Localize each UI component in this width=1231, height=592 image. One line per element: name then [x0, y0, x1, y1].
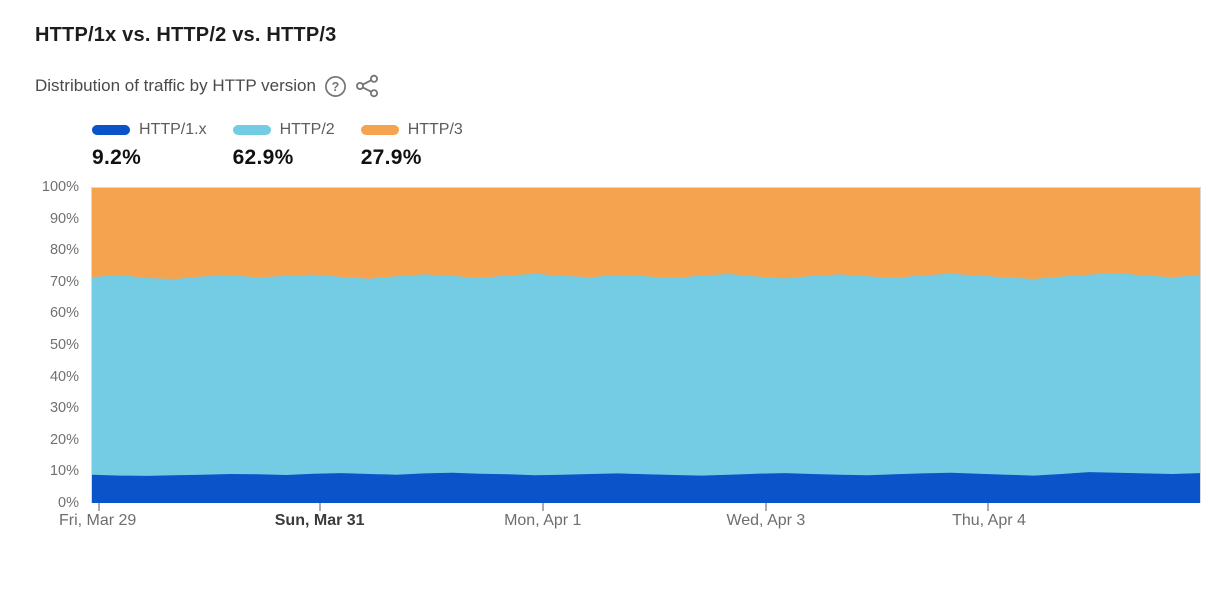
legend-value: 27.9%	[360, 146, 422, 169]
help-icon[interactable]: ?	[324, 75, 347, 98]
chart-area: 100% 90% 80% 70% 60% 50% 40% 30% 20% 10% 0%	[35, 179, 1201, 511]
y-axis-label: 60%	[49, 305, 79, 322]
x-tick	[987, 503, 990, 511]
x-tick	[764, 503, 767, 511]
x-axis-label: Mon, Apr 1	[504, 512, 582, 529]
y-axis-label: 80%	[49, 242, 79, 259]
svg-text:?: ?	[332, 79, 340, 93]
plot-area[interactable]	[91, 187, 1201, 511]
http-version-chart-card: HTTP/1x vs. HTTP/2 vs. HTTP/3 Distributi…	[35, 24, 1201, 537]
legend: HTTP/1.x 9.2% HTTP/2 62.9% HTTP/3 27.9%	[92, 121, 1201, 170]
y-axis: 100% 90% 80% 70% 60% 50% 40% 30% 20% 10% 0%	[35, 179, 91, 511]
http1x-area	[92, 472, 1200, 503]
y-axis-label: 100%	[41, 179, 79, 195]
y-axis-label: 10%	[49, 463, 79, 480]
chart-subtitle: Distribution of traffic by HTTP version	[35, 76, 316, 95]
http2-area	[92, 273, 1200, 503]
x-axis-label: Wed, Apr 3	[726, 512, 806, 529]
legend-swatch-http2	[232, 125, 271, 135]
legend-label: HTTP/2	[279, 121, 335, 138]
y-axis-label: 30%	[49, 400, 79, 417]
legend-label: HTTP/1.x	[139, 121, 207, 138]
legend-value: 62.9%	[232, 146, 294, 169]
legend-label: HTTP/3	[407, 121, 463, 138]
y-axis-label: 20%	[49, 431, 79, 448]
legend-item-http2[interactable]: HTTP/2 62.9%	[232, 121, 335, 170]
subtitle-row: Distribution of traffic by HTTP version …	[35, 74, 1201, 98]
y-axis-label: 50%	[49, 337, 79, 353]
legend-value: 9.2%	[92, 146, 142, 169]
stacked-area-svg	[92, 188, 1200, 503]
y-axis-label: 40%	[49, 368, 79, 385]
x-axis-label: Thu, Apr 4	[952, 512, 1026, 529]
y-axis-label: 0%	[58, 495, 79, 511]
legend-swatch-http1x	[92, 125, 130, 135]
x-axis-label: Fri, Mar 29	[58, 512, 137, 529]
page-title: HTTP/1x vs. HTTP/2 vs. HTTP/3	[35, 24, 337, 46]
y-axis-label: 70%	[49, 273, 79, 290]
y-axis-label: 90%	[49, 210, 79, 227]
share-icon[interactable]	[355, 74, 380, 98]
x-tick	[97, 503, 100, 511]
legend-swatch-http3	[360, 125, 399, 135]
x-axis: Fri, Mar 29 Sun, Mar 31 Mon, Apr 1 Wed, Apr…	[59, 503, 1201, 537]
legend-item-http3[interactable]: HTTP/3 27.9%	[360, 121, 463, 170]
x-axis-label: Sun, Mar 31	[274, 512, 365, 529]
legend-item-http1x[interactable]: HTTP/1.x 9.2%	[92, 121, 207, 170]
x-tick	[319, 503, 322, 511]
x-tick	[541, 503, 544, 511]
